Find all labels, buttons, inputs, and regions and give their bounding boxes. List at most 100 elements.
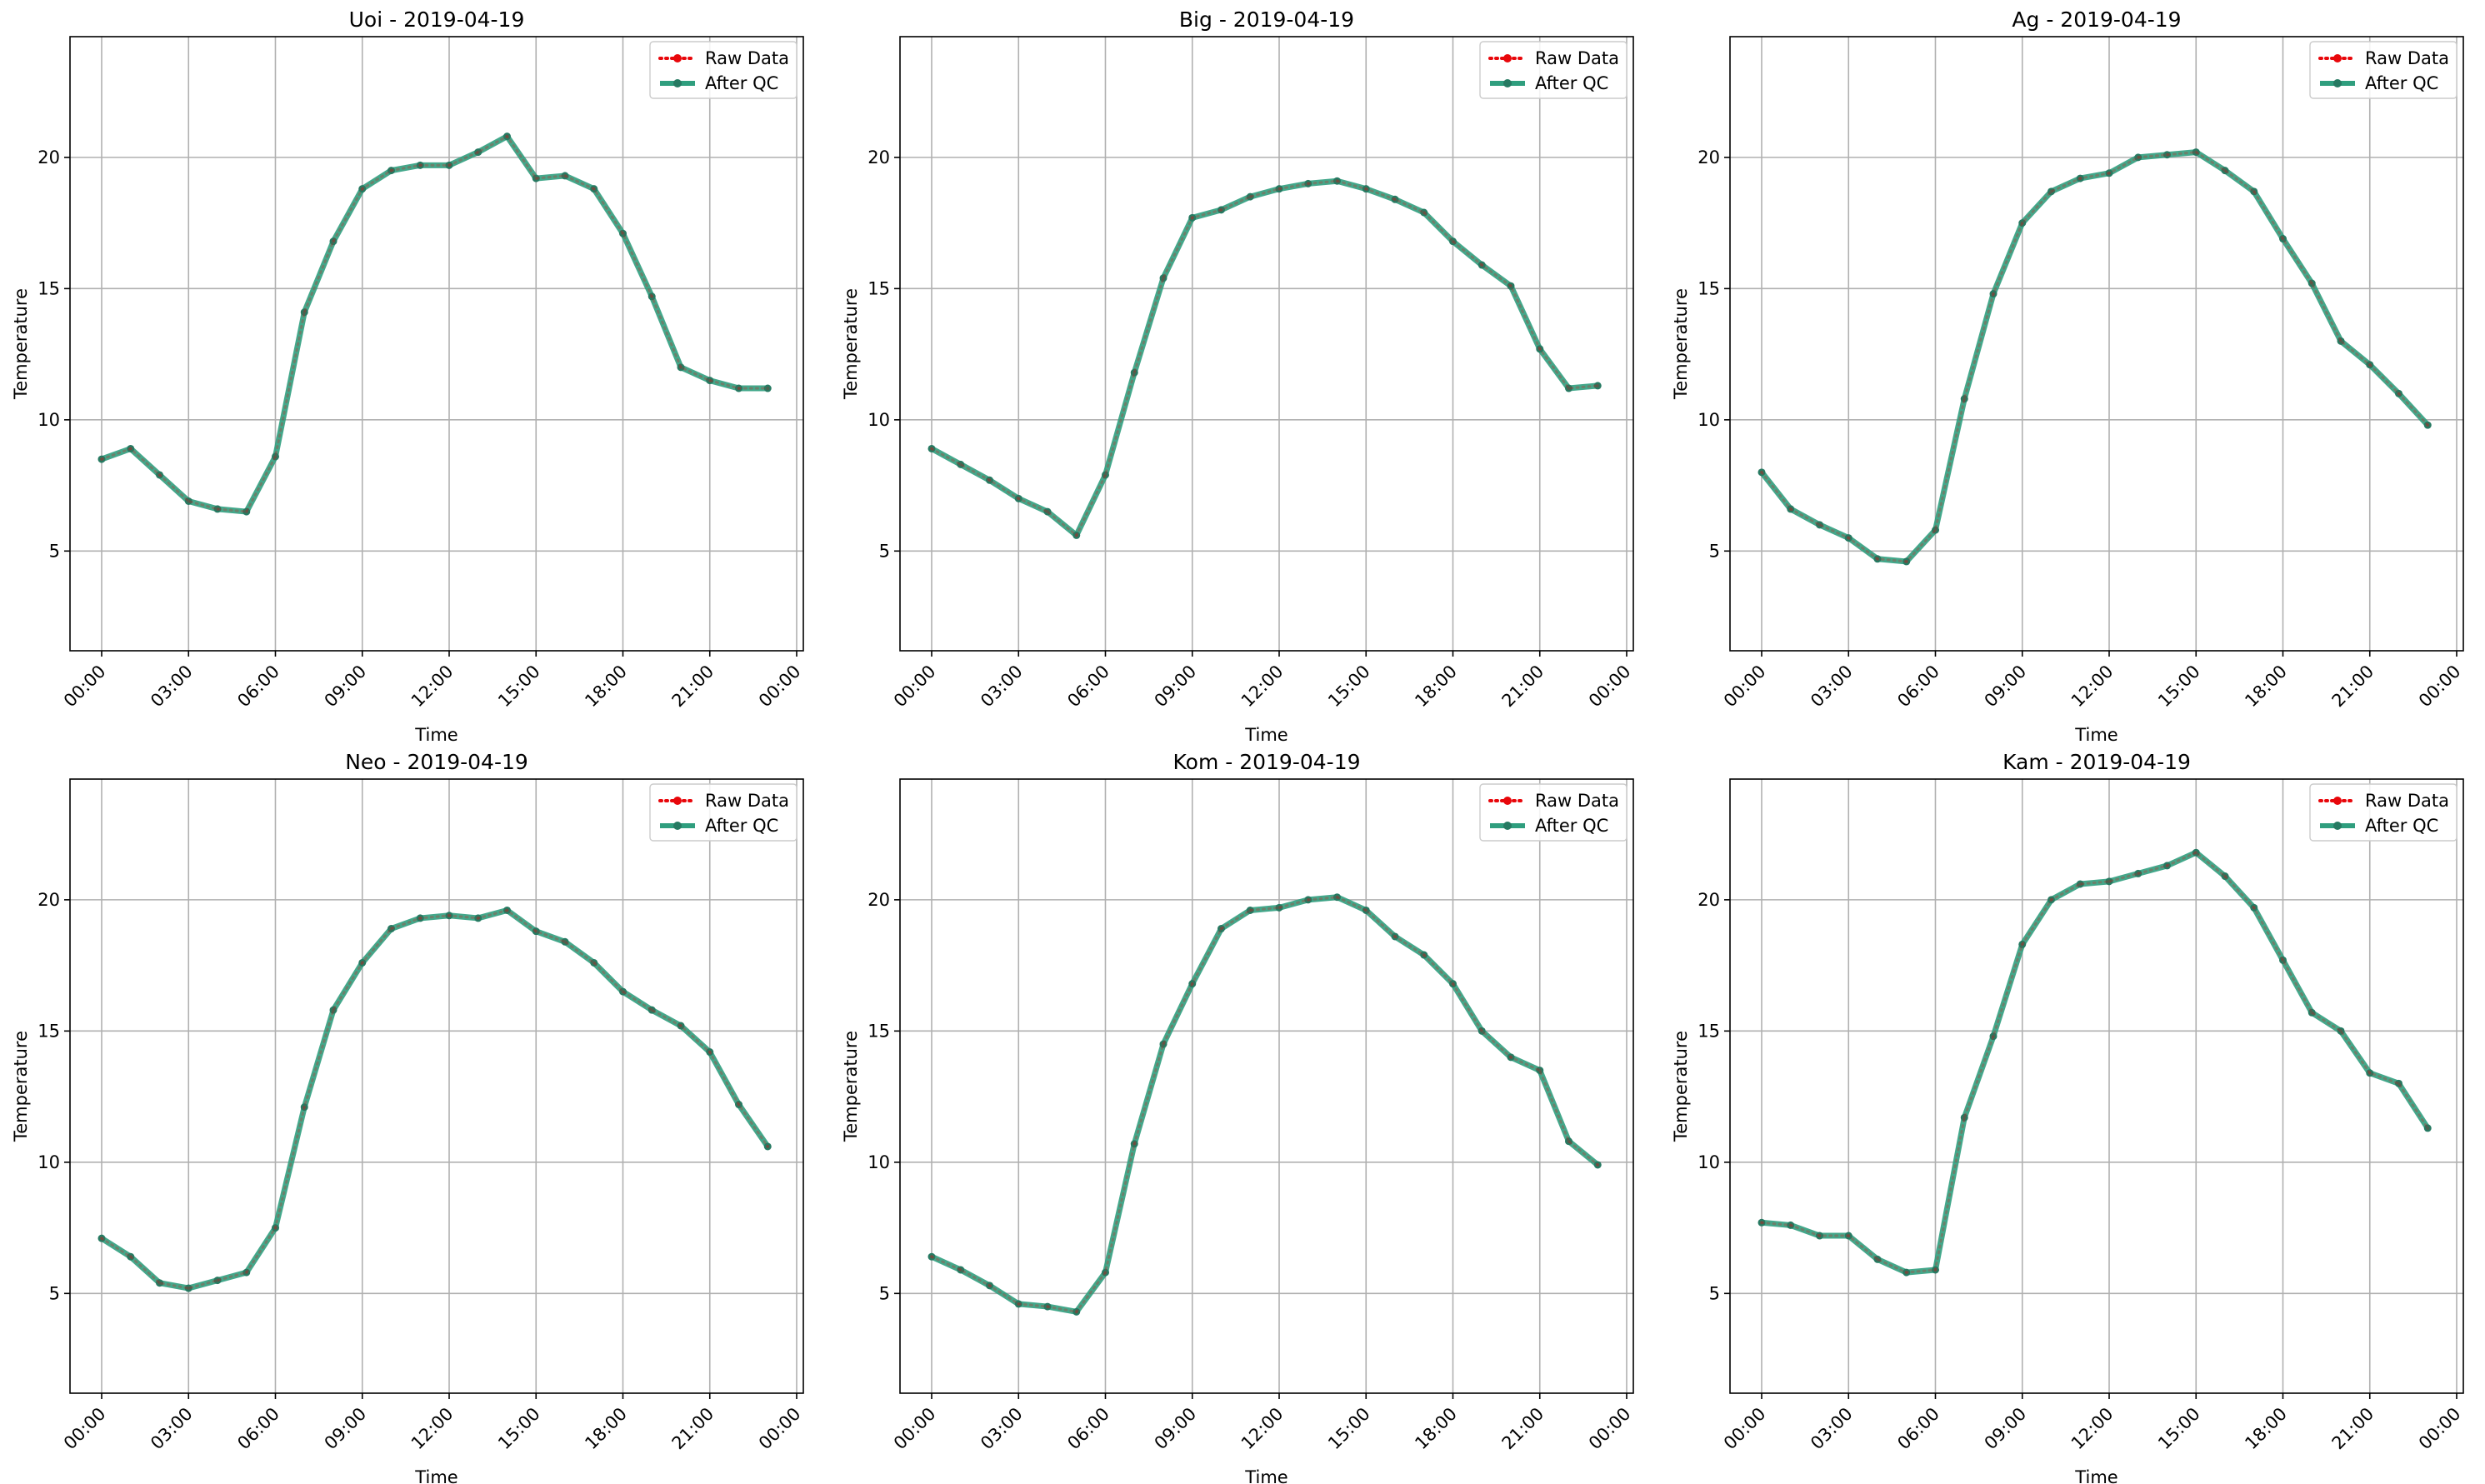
raw-data-point (418, 163, 422, 167)
after-qc-point (1102, 1268, 1109, 1277)
x-axis-label: Time (2074, 725, 2118, 745)
raw-data-point (2368, 362, 2372, 367)
raw-data-point (2136, 872, 2140, 876)
after-qc-point (677, 363, 685, 372)
x-axis-label: Time (1244, 1467, 1288, 1484)
after-qc-point (1218, 925, 1225, 933)
after-qc-point (2192, 848, 2200, 857)
raw-data-point (476, 150, 480, 154)
raw-data-point (1933, 1267, 1938, 1272)
y-tick-label: 5 (49, 541, 60, 561)
after-qc-point (2221, 872, 2229, 881)
after-qc-point (1873, 1255, 1882, 1263)
raw-data-point (187, 499, 191, 503)
after-qc-point (474, 914, 482, 922)
after-qc-point (1333, 177, 1341, 185)
y-tick-label: 20 (1698, 147, 1720, 167)
after-qc-point (474, 148, 482, 157)
x-tick-label: 03:00 (147, 1404, 197, 1454)
after-qc-point (1478, 261, 1486, 269)
raw-data-point (244, 1270, 248, 1275)
raw-data-point (331, 1007, 336, 1012)
after-qc-point (272, 452, 279, 461)
raw-data-point (1045, 1304, 1050, 1309)
x-tick-label: 21:00 (1498, 1404, 1548, 1454)
raw-data-point (1933, 527, 1938, 532)
legend-raw-marker (1503, 797, 1512, 805)
axes-frame (1729, 778, 2464, 1394)
after-qc-point (1304, 896, 1312, 904)
x-tick-label: 15:00 (494, 1404, 544, 1454)
after-qc-point (2192, 148, 2200, 157)
y-axis-label: Temperature (1671, 1031, 1691, 1142)
y-tick-label: 20 (38, 890, 60, 910)
after-qc-point (2423, 421, 2432, 429)
after-qc-point (1333, 893, 1341, 902)
raw-data-point (766, 386, 770, 391)
series-raw-data (929, 179, 1600, 537)
y-tick-label: 10 (868, 410, 890, 430)
subplot-title: Neo - 2019-04-19 (345, 750, 528, 774)
x-tick-label: 18:00 (1411, 1404, 1461, 1454)
legend: Raw Data After QC (1479, 41, 1628, 99)
legend-raw-marker (2333, 797, 2342, 805)
raw-data-point (1277, 906, 1282, 910)
after-qc-line (1761, 849, 2431, 1276)
raw-data-point (2136, 155, 2140, 160)
y-tick-label: 20 (868, 890, 890, 910)
raw-data-point (650, 1007, 654, 1012)
after-qc-point (1565, 1137, 1572, 1146)
raw-data-point (1132, 1142, 1137, 1146)
raw-data-point (187, 1286, 191, 1291)
after-qc-line (1759, 149, 2430, 565)
after-qc-point (329, 1006, 338, 1014)
after-qc-point (1420, 208, 1428, 217)
after-qc-point (532, 927, 540, 936)
legend-qc-label: After QC (2365, 816, 2438, 836)
after-qc-point (2163, 862, 2171, 870)
after-qc-point (957, 1266, 965, 1274)
y-tick-label: 5 (879, 1283, 890, 1303)
raw-data-point (360, 187, 364, 191)
raw-data-point (1335, 179, 1339, 183)
after-qc-point (445, 912, 453, 920)
after-qc-point (2134, 869, 2142, 877)
after-qc-point (2048, 896, 2055, 904)
raw-data-point (447, 913, 452, 917)
x-tick-label: 09:00 (321, 662, 371, 712)
raw-data-point (2281, 237, 2285, 241)
raw-data-point (1074, 533, 1078, 537)
raw-data-point (1788, 507, 1792, 512)
after-qc-point (648, 1006, 656, 1014)
y-tick-label: 10 (868, 1152, 890, 1172)
after-qc-point (928, 444, 936, 452)
y-tick-label: 10 (1698, 1152, 1720, 1172)
raw-data-point (1962, 1116, 1967, 1120)
after-qc-point (1593, 1161, 1602, 1169)
x-tick-label: 06:00 (233, 1404, 283, 1454)
legend: Raw Data After QC (2309, 783, 2458, 842)
raw-data-point (988, 478, 992, 482)
after-qc-point (156, 1279, 163, 1287)
x-tick-label: 03:00 (977, 662, 1027, 712)
raw-data-point (2397, 392, 2401, 396)
raw-data-point (1818, 1233, 1822, 1238)
legend-qc-marker (2333, 79, 2342, 87)
raw-data-line (1760, 151, 2429, 563)
x-tick-label: 00:00 (1585, 1404, 1635, 1454)
x-tick-label: 18:00 (1411, 662, 1461, 712)
x-tick-label: 15:00 (494, 662, 544, 712)
after-qc-point (1218, 206, 1225, 214)
after-qc-point (1391, 195, 1399, 203)
y-tick-label: 20 (868, 147, 890, 167)
raw-data-point (2252, 906, 2256, 910)
legend: Raw Data After QC (649, 783, 798, 842)
after-qc-point (416, 161, 424, 169)
x-tick-label: 00:00 (890, 662, 940, 712)
legend-raw-label: Raw Data (2365, 791, 2449, 811)
raw-data-point (737, 386, 741, 391)
raw-data-point (1847, 1233, 1851, 1238)
after-qc-point (2221, 167, 2229, 175)
after-qc-point (416, 914, 424, 922)
raw-data-point (1248, 908, 1252, 912)
